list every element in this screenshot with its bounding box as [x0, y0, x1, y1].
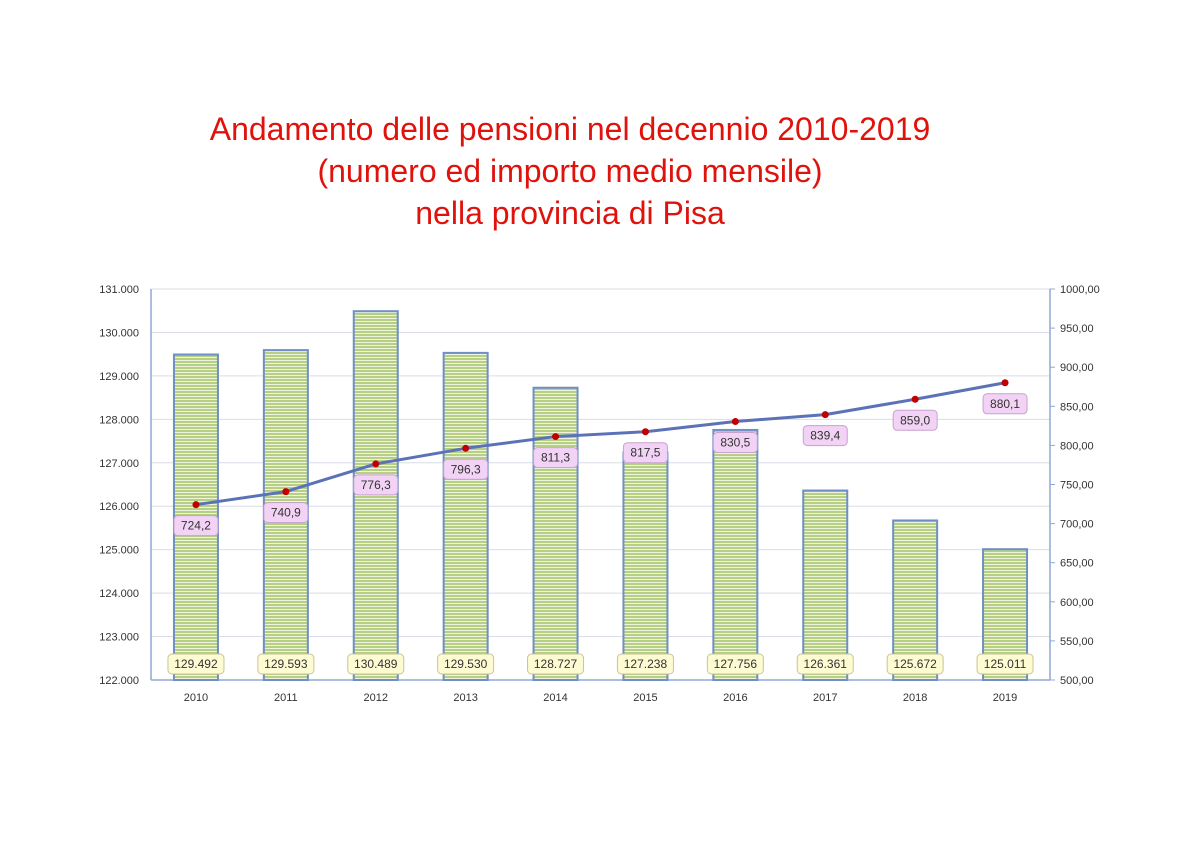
y-right-tick-label-1: 550,00 [1060, 636, 1094, 648]
chart-title-line-2: (numero ed importo medio mensile) [317, 153, 823, 189]
line-label-box-2014 [533, 447, 579, 469]
line-label-box-2019 [982, 393, 1028, 415]
y-right-tick-label-2: 600,00 [1060, 597, 1094, 609]
y-right-tick-label-4: 700,00 [1060, 519, 1094, 531]
line-label-box-2010 [173, 515, 219, 537]
line-label-box-2013 [443, 458, 489, 480]
line-label-box-2015 [622, 442, 668, 464]
bar-label-2016: 127.756 [714, 657, 758, 671]
bar-label-2011: 129.593 [264, 657, 308, 671]
bar-label-box-2019 [976, 653, 1034, 675]
line-label-2012: 776,3 [361, 478, 391, 492]
line-label-box-2011 [263, 502, 309, 524]
bar-label-2017: 126.361 [804, 657, 848, 671]
line-label-2016: 830,5 [720, 436, 750, 450]
bar-data-labels: 129.492 129.593 130.489 129.530 128.727 127.2… [167, 653, 1034, 675]
y-left-tick-label-3: 125.000 [99, 545, 139, 557]
line-point-2010 [192, 501, 200, 509]
y-left-tick-label-5: 127.000 [99, 458, 139, 470]
bar-label-2010: 129.492 [174, 657, 218, 671]
x-tick-label-2019: 2019 [993, 692, 1017, 704]
tick-labels: 122.000 123.000 124.000 125.000 126.000 127.0… [99, 284, 1100, 704]
line-path [195, 381, 1006, 507]
line-label-2017: 839,4 [810, 429, 840, 443]
bar-label-box-2010 [167, 653, 225, 675]
y-right-tick-label-6: 800,00 [1060, 440, 1094, 452]
line-data-labels: 724,2 740,9 776,3 796,3 811,3 817,5 830,5 839,4… [173, 393, 1028, 537]
bar-label-box-2011 [257, 653, 315, 675]
line-label-box-2018 [892, 409, 938, 431]
line-label-2014: 811,3 [541, 451, 570, 465]
line-point-2017 [821, 411, 829, 419]
x-tick-label-2012: 2012 [364, 692, 388, 704]
x-tick-label-2016: 2016 [723, 692, 747, 704]
bar-2015 [622, 451, 669, 681]
y-left-tick-label-8: 130.000 [99, 327, 139, 339]
x-tick-label-2015: 2015 [633, 692, 657, 704]
y-left-tick-label-4: 126.000 [99, 501, 139, 513]
y-right-tick-label-0: 500,00 [1060, 675, 1094, 687]
line-label-2015: 817,5 [630, 446, 660, 460]
y-right-tick-label-3: 650,00 [1060, 558, 1094, 570]
y-left-tick-label-1: 123.000 [99, 632, 139, 644]
bar-label-box-2014 [527, 653, 585, 675]
y-right-tick-label-9: 950,00 [1060, 323, 1094, 335]
line-series [192, 379, 1009, 509]
chart-title: Andamento delle pensioni nel decennio 20… [0, 108, 1140, 234]
bar-2017 [802, 489, 849, 682]
line-point-2012 [372, 460, 380, 468]
line-label-2013: 796,3 [451, 462, 481, 476]
line-point-2018 [911, 395, 919, 403]
line-label-box-2016 [712, 432, 758, 454]
y-left-tick-label-6: 128.000 [99, 414, 139, 426]
bar-label-2019: 125.011 [984, 657, 1027, 671]
line-label-2011: 740,9 [271, 506, 301, 520]
line-label-2018: 859,0 [900, 413, 930, 427]
chart-title-line-3: nella provincia di Pisa [415, 195, 725, 231]
line-point-2019 [1001, 379, 1009, 387]
bar-label-2014: 128.727 [534, 657, 578, 671]
bar-2012 [352, 310, 399, 681]
y-left-tick-label-7: 129.000 [99, 371, 139, 383]
bar-label-2012: 130.489 [354, 657, 398, 671]
line-label-box-2012 [353, 474, 399, 496]
line-label-2010: 724,2 [181, 519, 211, 533]
line-point-2014 [552, 433, 560, 441]
chart-title-line-1: Andamento delle pensioni nel decennio 20… [209, 111, 931, 147]
line-label-box-2017 [802, 425, 848, 447]
y-right-tick-label-7: 850,00 [1060, 401, 1094, 413]
bar-2018 [892, 519, 939, 681]
y-right-tick-label-5: 750,00 [1060, 480, 1094, 492]
line-point-2016 [731, 418, 739, 426]
bar-2013 [442, 351, 489, 681]
bar-series [172, 310, 1029, 682]
bar-label-box-2012 [347, 653, 405, 675]
bar-label-2013: 129.530 [444, 657, 488, 671]
bar-label-box-2015 [616, 653, 674, 675]
bar-2016 [712, 428, 759, 681]
bar-2014 [532, 386, 579, 681]
bar-label-2015: 127.238 [624, 657, 668, 671]
x-tick-label-2018: 2018 [903, 692, 927, 704]
bar-label-box-2017 [796, 653, 854, 675]
x-tick-label-2011: 2011 [274, 692, 298, 704]
y-left-tick-label-9: 131.000 [99, 284, 139, 296]
bar-label-box-2013 [437, 653, 495, 675]
line-point-2013 [462, 444, 470, 452]
y-right-tick-label-10: 1000,00 [1060, 284, 1100, 296]
x-tick-label-2010: 2010 [184, 692, 208, 704]
line-label-2019: 880,1 [990, 397, 1020, 411]
bar-label-box-2018 [886, 653, 944, 675]
x-tick-label-2017: 2017 [813, 692, 837, 704]
bar-label-box-2016 [706, 653, 764, 675]
x-tick-label-2014: 2014 [543, 692, 567, 704]
x-tick-label-2013: 2013 [453, 692, 477, 704]
line-point-2011 [282, 488, 290, 496]
line-point-2015 [641, 428, 649, 436]
y-left-tick-label-2: 124.000 [99, 588, 139, 600]
bar-label-2018: 125.672 [893, 657, 937, 671]
y-right-tick-label-8: 900,00 [1060, 362, 1094, 374]
y-left-tick-label-0: 122.000 [99, 675, 139, 687]
